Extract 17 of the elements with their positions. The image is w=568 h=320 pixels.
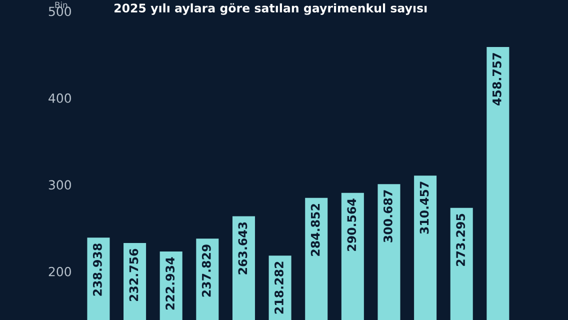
data-label: 310.457 [420,182,429,234]
data-label: 263.643 [238,222,248,274]
data-label: 218.282 [274,262,284,314]
y-tick-label: 300 [48,180,71,190]
data-label: 232.756 [129,248,138,302]
chart-title: 2025 yılı aylara göre satılan gayrimenkul sayısı [114,3,427,15]
data-label: 284.852 [310,204,320,256]
data-label: 458.757 [492,53,502,106]
data-label: 273.295 [456,214,466,266]
data-label: 237.829 [202,244,211,297]
y-tick-label: 200 [48,266,71,276]
y-tick-label: 500 [48,6,71,16]
data-label: 222.934 [166,257,175,310]
y-tick-label: 400 [48,93,71,103]
data-label: 238.938 [92,244,102,296]
data-label: 300.687 [383,190,392,242]
data-label: 290.564 [347,198,356,251]
